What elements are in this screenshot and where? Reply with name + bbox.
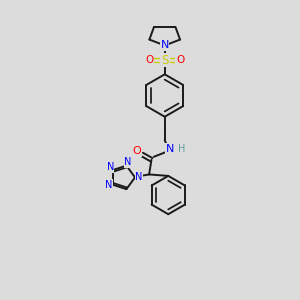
Text: H: H <box>178 143 185 154</box>
Text: N: N <box>160 40 169 50</box>
Text: N: N <box>105 180 113 190</box>
Text: N: N <box>124 157 132 167</box>
Text: O: O <box>176 55 184 65</box>
Text: N: N <box>166 143 174 154</box>
Text: O: O <box>132 146 141 157</box>
Text: S: S <box>161 54 168 67</box>
Text: N: N <box>106 162 114 172</box>
Text: O: O <box>145 55 154 65</box>
Text: N: N <box>135 172 143 182</box>
